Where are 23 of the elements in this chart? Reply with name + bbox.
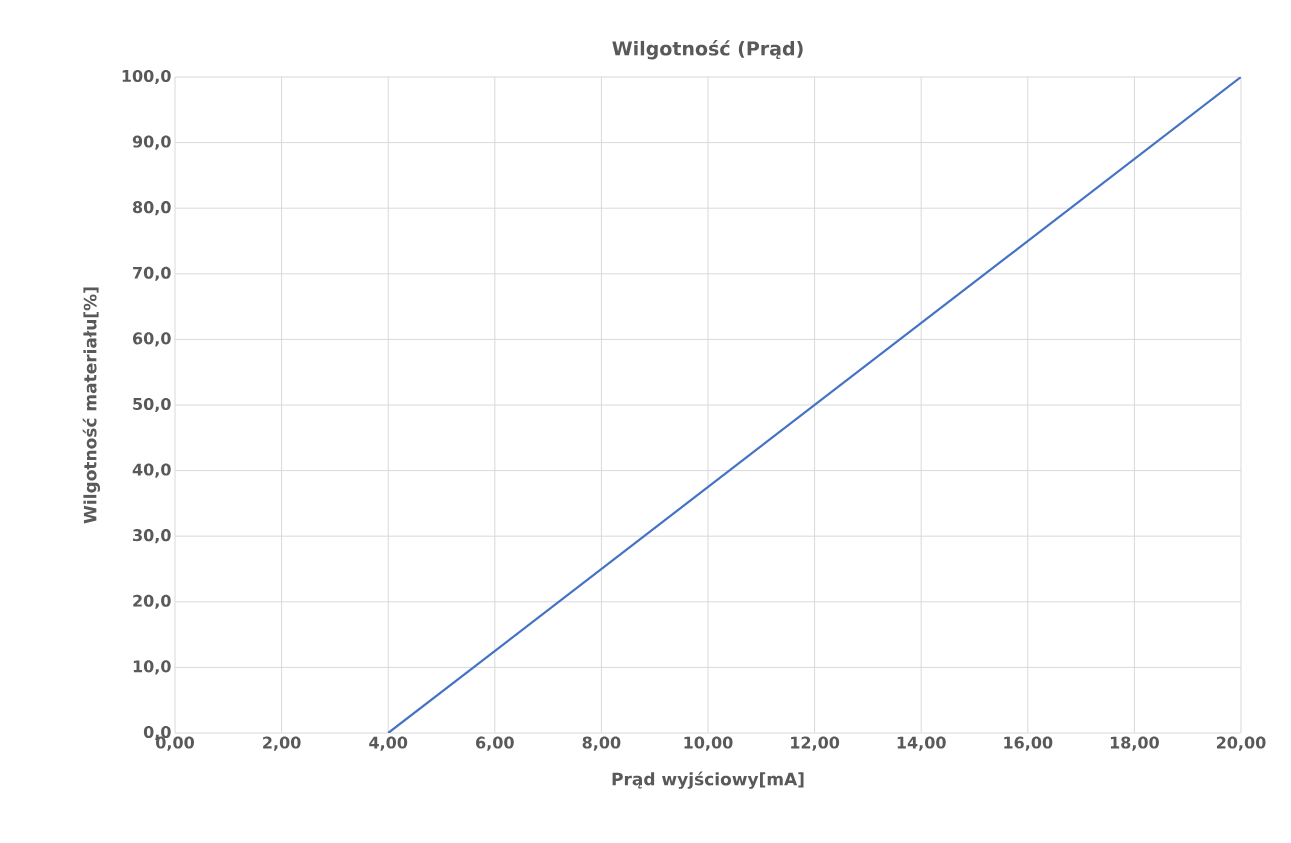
y-tick-label: 20,0 (133, 594, 171, 609)
x-tick-label: 14,00 (897, 736, 946, 751)
y-tick-label: 100,0 (122, 69, 171, 85)
y-tick-label: 30,0 (133, 529, 171, 544)
y-tick-label: 10,0 (133, 660, 171, 675)
x-tick-label: 12,00 (791, 736, 840, 751)
y-tick-label: 80,0 (132, 201, 171, 216)
y-axis-title: Wilgotność materiału[%] (82, 287, 100, 524)
y-tick-label: 50,0 (133, 397, 171, 413)
chart-title: Wilgotność (Prąd) (612, 40, 803, 60)
x-tick-label: 6,00 (476, 736, 514, 751)
x-tick-label: 4,00 (369, 736, 408, 751)
x-tick-label: 18,00 (1110, 736, 1159, 751)
y-tick-label: 60,0 (132, 332, 171, 347)
x-tick-label: 10,00 (684, 736, 733, 751)
x-axis-title: Prąd wyjściowy[mA] (612, 771, 804, 789)
y-tick-label: 90,0 (132, 135, 171, 150)
x-tick-label: 16,00 (1004, 736, 1053, 751)
y-tick-label: 70,0 (133, 266, 171, 281)
x-tick-label: 8,00 (582, 736, 621, 751)
x-tick-label: 2,00 (263, 736, 301, 751)
x-tick-label: 20,00 (1216, 736, 1266, 751)
y-tick-label: 40,0 (132, 463, 171, 478)
